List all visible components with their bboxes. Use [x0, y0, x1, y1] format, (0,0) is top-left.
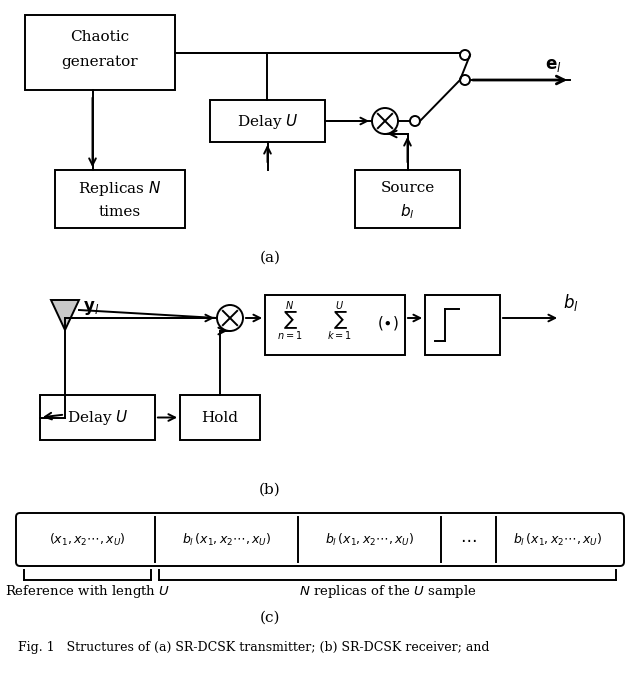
Text: $\cdots$: $\cdots$: [460, 531, 477, 548]
Text: $\sum_{n=1}^{N}$: $\sum_{n=1}^{N}$: [277, 299, 302, 343]
Text: $b_l\,(x_1,x_2\cdots,x_U)$: $b_l\,(x_1,x_2\cdots,x_U)$: [513, 532, 603, 548]
Text: Delay $U$: Delay $U$: [67, 408, 128, 427]
Bar: [55, 170, 185, 228]
Text: Replicas $N$: Replicas $N$: [78, 178, 162, 198]
Text: $\sum_{k=1}^{U}$: $\sum_{k=1}^{U}$: [327, 299, 352, 343]
Text: $N$ replicas of the $U$ sample: $N$ replicas of the $U$ sample: [299, 583, 476, 600]
FancyBboxPatch shape: [16, 513, 624, 566]
Text: times: times: [99, 205, 141, 219]
Text: (b): (b): [259, 483, 281, 497]
Text: $b_l\,(x_1,x_2\cdots,x_U)$: $b_l\,(x_1,x_2\cdots,x_U)$: [182, 532, 271, 548]
Text: generator: generator: [61, 55, 138, 69]
Text: $b_l$: $b_l$: [563, 292, 579, 313]
Text: $\mathbf{e}_{l}$: $\mathbf{e}_{l}$: [545, 57, 562, 74]
Bar: [355, 170, 460, 228]
Bar: [425, 295, 500, 355]
Text: Hold: Hold: [202, 410, 239, 425]
Text: Fig. 1   Structures of (a) SR-DCSK transmitter; (b) SR-DCSK receiver; and: Fig. 1 Structures of (a) SR-DCSK transmi…: [18, 641, 490, 654]
Text: (c): (c): [260, 611, 280, 625]
Text: $(\bullet)$: $(\bullet)$: [377, 314, 399, 332]
Bar: [210, 100, 325, 142]
Bar: [25, 15, 175, 90]
Text: Source: Source: [380, 181, 435, 195]
Text: Reference with length $U$: Reference with length $U$: [5, 583, 170, 600]
Text: $\mathbf{y}_{l}$: $\mathbf{y}_{l}$: [83, 299, 99, 317]
Text: Chaotic: Chaotic: [70, 30, 129, 44]
Bar: [265, 295, 405, 355]
Polygon shape: [51, 300, 79, 330]
Bar: [40, 395, 155, 440]
Text: (a): (a): [259, 251, 280, 265]
Text: Delay $U$: Delay $U$: [237, 112, 298, 130]
Text: $b_l\,(x_1,x_2\cdots,x_U)$: $b_l\,(x_1,x_2\cdots,x_U)$: [324, 532, 414, 548]
Text: $b_l$: $b_l$: [400, 203, 415, 221]
Text: $(x_1,x_2\cdots,x_U)$: $(x_1,x_2\cdots,x_U)$: [49, 532, 126, 548]
Bar: [180, 395, 260, 440]
